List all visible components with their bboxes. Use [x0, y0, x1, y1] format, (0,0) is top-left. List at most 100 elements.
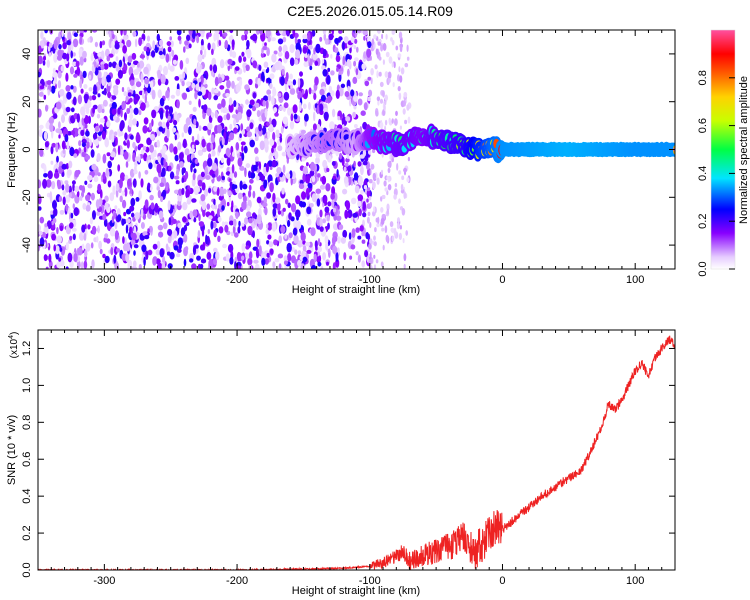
- spectrogram-noise-blob: [360, 189, 364, 195]
- spectrogram-noise-blob: [325, 183, 331, 192]
- spectrogram-noise-blob: [151, 89, 156, 100]
- spectrogram-noise-blob: [297, 77, 301, 88]
- spectrogram-noise-blob: [212, 258, 217, 266]
- spectrogram-noise-blob: [69, 218, 74, 224]
- spectrogram-noise-blob: [61, 114, 65, 123]
- spectrogram-noise-blob: [95, 199, 100, 209]
- spectrogram-noise-blob: [42, 178, 48, 189]
- spectrogram-noise-blob: [376, 177, 380, 185]
- spectrogram-noise-blob: [244, 30, 249, 35]
- spectrogram-noise-blob: [322, 69, 328, 77]
- spectrogram-noise-blob: [56, 235, 62, 244]
- spectrogram-noise-blob: [85, 194, 91, 202]
- spectrogram-noise-blob: [225, 147, 231, 157]
- spectrogram-noise-blob: [207, 229, 210, 234]
- spectrogram-noise-blob: [272, 207, 277, 217]
- spectrogram-noise-blob: [234, 261, 237, 269]
- spectrogram-noise-blob: [124, 112, 127, 121]
- spectrogram-noise-blob: [51, 233, 56, 241]
- spectrogram-noise-blob: [173, 119, 178, 126]
- spectrogram-noise-blob: [120, 30, 123, 36]
- spectrogram-noise-blob: [158, 121, 163, 127]
- spectrogram-noise-blob: [287, 107, 292, 116]
- spectrogram-noise-blob: [66, 40, 71, 46]
- spectrogram-noise-blob: [182, 71, 186, 79]
- spectrogram-noise-blob: [367, 211, 371, 217]
- spectrogram-noise-blob: [188, 43, 192, 49]
- spectrogram-noise-blob: [306, 206, 312, 215]
- spectrogram-noise-blob: [373, 241, 377, 247]
- spectrogram-noise-blob: [110, 151, 116, 158]
- spectrogram-noise-blob: [167, 263, 173, 269]
- spectrogram-noise-blob: [336, 215, 342, 221]
- spectrogram-noise-blob: [158, 39, 164, 46]
- spectrogram-noise-blob: [190, 163, 193, 173]
- spectrogram-noise-blob: [43, 254, 48, 262]
- spectrogram-noise-blob: [176, 253, 181, 258]
- spectrogram-noise-blob: [370, 163, 375, 170]
- spectrogram-noise-blob: [138, 190, 142, 200]
- spectrogram-noise-blob: [216, 175, 222, 182]
- spectrogram-noise-blob: [79, 78, 83, 89]
- spectrogram-noise-blob: [158, 50, 163, 56]
- spectrogram-noise-blob: [216, 124, 223, 134]
- snr-axes: -300 -200 -100 0 100 0.0 0.2 0.4 0.6 0.8 1.0 1.2: [21, 330, 676, 587]
- spectrogram-noise-blob: [52, 71, 58, 79]
- colorbar-gradient: [711, 30, 735, 269]
- spectrogram-noise-blob: [184, 40, 189, 46]
- spectrogram-noise-blob: [249, 178, 254, 184]
- spectrogram-noise-blob: [310, 265, 317, 269]
- snr-xtick-label: -200: [226, 575, 248, 587]
- spectrogram-noise-blob: [39, 237, 45, 247]
- spectrogram-noise-blob: [369, 222, 372, 229]
- spectrogram-noise-blob: [352, 111, 356, 119]
- spectrogram-noise-blob: [175, 180, 180, 185]
- spectrogram-noise-blob: [62, 196, 66, 206]
- spectrogram-noise-blob: [267, 129, 271, 139]
- spectrogram-noise-blob: [65, 85, 71, 92]
- spectrogram-noise-blob: [384, 225, 388, 234]
- spectrogram-noise-blob: [406, 56, 410, 61]
- spectrogram-noise-blob: [357, 200, 362, 207]
- spectrogram-noise-blob: [288, 232, 293, 239]
- spectrogram-noise-blob: [391, 235, 395, 242]
- spectrogram-noise-blob: [233, 218, 237, 228]
- spectrogram-marks: [38, 30, 675, 269]
- spectrogram-noise-blob: [239, 79, 243, 87]
- spectrogram-noise-blob: [162, 222, 168, 230]
- spectrogram-noise-blob: [72, 203, 76, 210]
- spectrogram-noise-blob: [221, 175, 225, 181]
- spectrogram-noise-blob: [290, 203, 297, 213]
- spectrogram-noise-blob: [393, 194, 397, 200]
- spectrogram-noise-blob: [249, 139, 255, 148]
- spectrogram-noise-blob: [313, 47, 316, 55]
- spectrogram-noise-blob: [97, 52, 102, 58]
- spectrogram-noise-blob: [150, 133, 155, 141]
- spectrogram-noise-blob: [173, 111, 178, 121]
- spectrogram-noise-blob: [140, 222, 145, 229]
- spectrogram-noise-blob: [295, 209, 301, 218]
- spectrogram-noise-blob: [381, 227, 385, 232]
- spectrogram-noise-blob: [162, 189, 167, 198]
- snr-multiplier-base: (x10: [9, 338, 20, 358]
- spectrogram-noise-blob: [284, 82, 288, 92]
- spectrogram-noise-blob: [380, 44, 384, 52]
- spectrogram-noise-blob: [280, 225, 286, 234]
- spectrogram-noise-blob: [115, 78, 121, 85]
- spectrogram-noise-blob: [133, 60, 139, 66]
- spectrogram-noise-blob: [354, 57, 359, 62]
- spectrogram-noise-blob: [168, 52, 172, 62]
- spectrogram-noise-blob: [64, 134, 69, 143]
- spectrogram-noise-blob: [106, 120, 111, 128]
- spectrogram-noise-blob: [302, 38, 308, 44]
- spectrogram-noise-blob: [196, 35, 200, 44]
- spectrogram-noise-blob: [311, 175, 316, 183]
- spectrogram-noise-blob: [239, 165, 245, 171]
- spectrogram-noise-blob: [213, 95, 218, 101]
- spectrogram-noise-blob: [97, 225, 100, 234]
- spectrogram-noise-blob: [388, 117, 391, 124]
- spectrogram-noise-blob: [406, 104, 410, 111]
- spectrogram-noise-blob: [255, 248, 260, 259]
- spectrogram-noise-blob: [160, 171, 164, 178]
